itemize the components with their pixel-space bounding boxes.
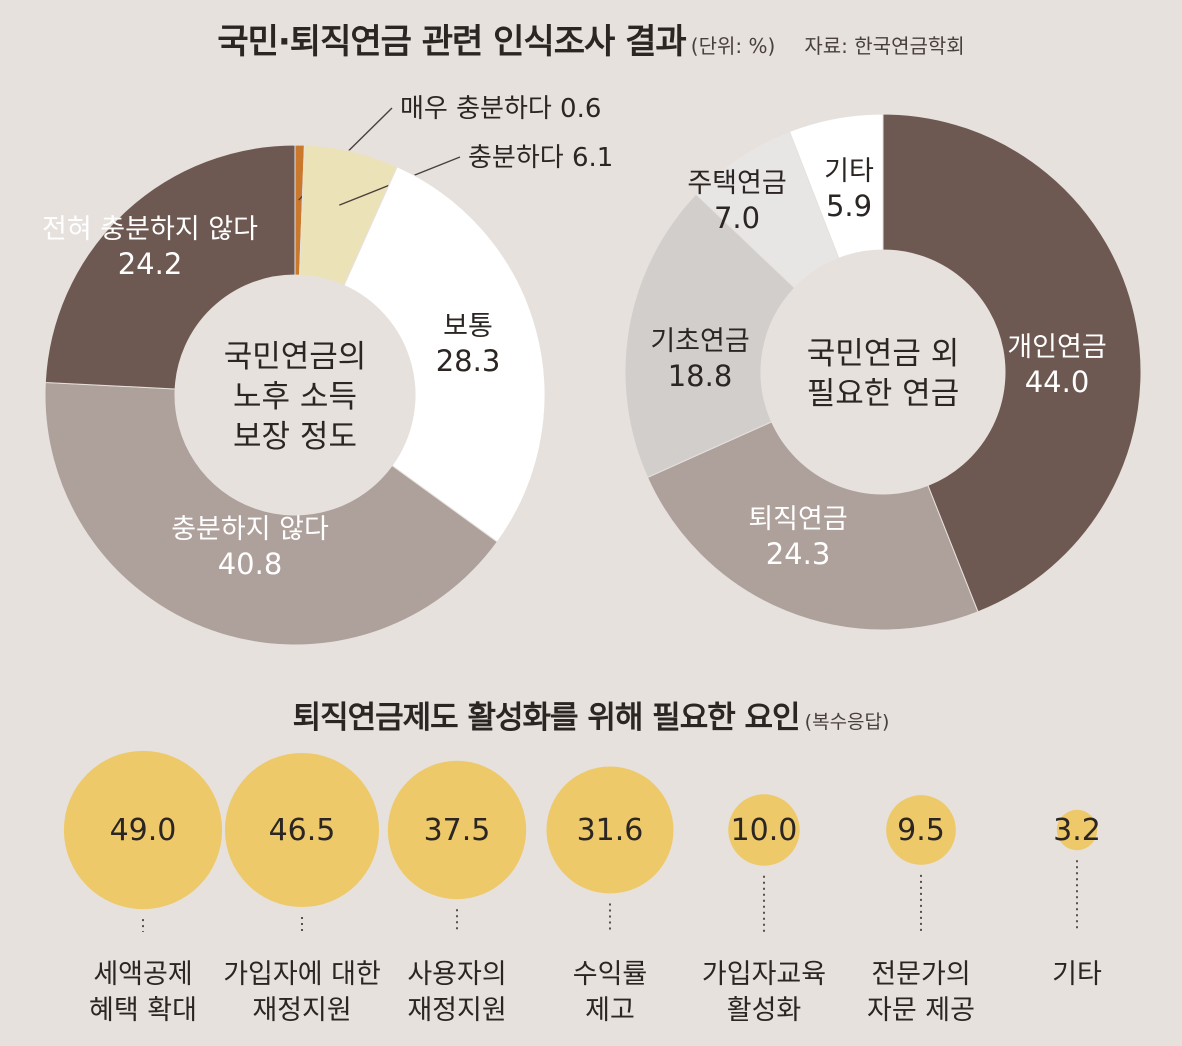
slice-value-기초연금: 18.8 (668, 359, 733, 393)
slice-value-주택연금: 7.0 (714, 201, 760, 235)
bubble-4 (728, 794, 800, 866)
bubble-label-3-1: 제고 (585, 995, 635, 1026)
bubble-label-5-1: 자문 제공 (867, 995, 975, 1026)
bubble-0 (63, 750, 223, 910)
slice-보통 (343, 166, 546, 543)
slice-label-개인연금: 개인연금 (1007, 332, 1106, 363)
slice-label-충분하다: 충분하다 6.1 (468, 143, 613, 173)
bubble-label-1-1: 재정지원 (252, 995, 351, 1026)
center-label-line-0: 국민연금의 (224, 339, 367, 375)
bubble-value-1: 46.5 (269, 813, 336, 848)
slice-label-퇴직연금: 퇴직연금 (748, 504, 847, 535)
slice-label-기타: 기타 (824, 156, 874, 187)
bubble-3 (546, 766, 674, 894)
bubble-label-2-1: 재정지원 (407, 995, 506, 1026)
bubble-chart-title: 퇴직연금제도 활성화를 위해 필요한 요인 (292, 700, 801, 736)
slice-value-기타: 5.9 (826, 189, 872, 223)
center-label-line-1: 필요한 연금 (807, 376, 959, 412)
slice-value-보통: 28.3 (436, 344, 501, 378)
slice-기타 (788, 113, 884, 259)
slice-label-매우-충분하다: 매우 충분하다 0.6 (400, 94, 601, 124)
bubble-label-0-0: 세액공제 (93, 959, 192, 990)
bubble-label-4-0: 가입자교육 (702, 959, 826, 990)
bubble-1 (224, 752, 380, 908)
slice-value-퇴직연금: 24.3 (766, 537, 831, 571)
slice-label-기초연금: 기초연금 (650, 326, 749, 357)
bubble-6 (1056, 809, 1098, 851)
bubble-2 (387, 760, 527, 900)
bubble-chart-header: 퇴직연금제도 활성화를 위해 필요한 요인 (복수응답) (0, 692, 1182, 737)
bubble-label-4-1: 활성화 (727, 995, 802, 1026)
chart-title: 국민·퇴직연금 관련 인식조사 결과 (217, 22, 686, 62)
slice-value-개인연금: 44.0 (1025, 365, 1090, 399)
unit-note: (단위: %) (690, 34, 776, 58)
slice-label-보통: 보통 (443, 311, 493, 342)
bubble-value-0: 49.0 (110, 813, 177, 848)
slice-label-전혀-충분하지-않다: 전혀 충분하지 않다 (42, 214, 258, 245)
center-label-line-0: 국민연금 외 (807, 336, 959, 372)
bubble-value-4: 10.0 (731, 813, 798, 848)
source-note: 자료: 한국연금학회 (804, 34, 965, 58)
slice-label-주택연금: 주택연금 (687, 168, 786, 199)
bubble-label-5-0: 전문가의 (871, 959, 970, 990)
bubble-chart-note: (복수응답) (804, 711, 890, 733)
bubble-value-2: 37.5 (424, 813, 491, 848)
bubble-label-1-0: 가입자에 대한 (223, 959, 381, 990)
bubble-label-2-0: 사용자의 (407, 959, 506, 990)
bubble-5 (886, 795, 956, 865)
slice-value-전혀-충분하지-않다: 24.2 (118, 247, 183, 281)
bubble-value-6: 3.2 (1053, 813, 1101, 848)
slice-전혀-충분하지-않다 (44, 144, 296, 390)
bubble-label-6-0: 기타 (1052, 959, 1102, 990)
slice-충분하지-않다 (44, 381, 498, 646)
slice-value-충분하지-않다: 40.8 (218, 547, 283, 581)
bubble-label-0-1: 혜택 확대 (89, 995, 197, 1026)
chart-header: 국민·퇴직연금 관련 인식조사 결과 (단위: %) 자료: 한국연금학회 (0, 14, 1182, 63)
slice-기초연금 (624, 193, 796, 479)
slice-개인연금 (882, 113, 1142, 613)
bubble-value-5: 9.5 (897, 813, 945, 848)
slice-label-충분하지-않다: 충분하지 않다 (171, 514, 329, 545)
center-label-line-2: 보장 정도 (233, 419, 357, 455)
bubble-value-3: 31.6 (577, 813, 644, 848)
slice-퇴직연금 (646, 421, 979, 631)
bubble-label-3-0: 수익률 (573, 959, 648, 990)
center-label-line-1: 노후 소득 (233, 379, 357, 415)
